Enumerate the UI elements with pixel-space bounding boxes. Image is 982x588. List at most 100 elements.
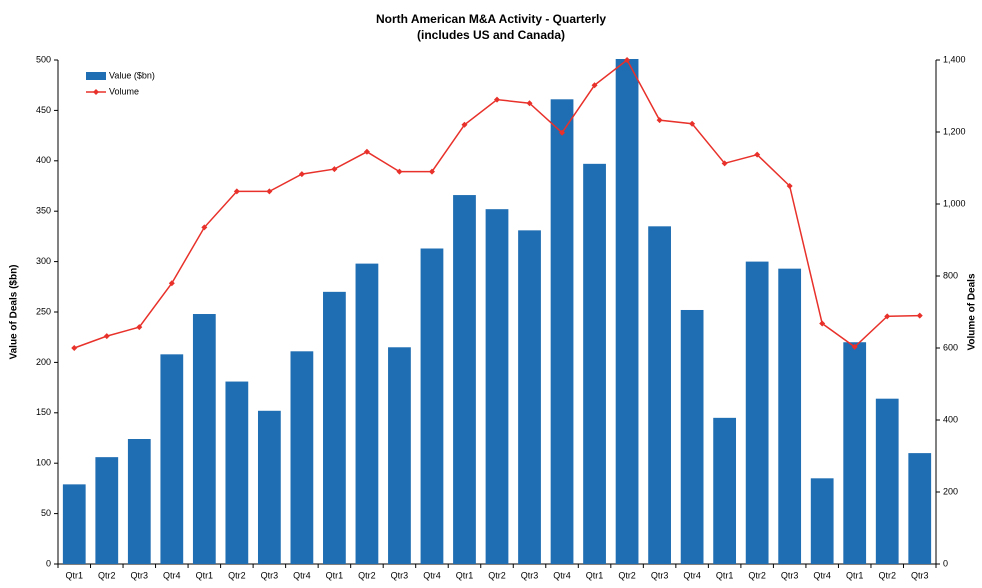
line-marker [526,100,533,107]
line-marker [916,312,923,319]
x-tick-label: Qtr3 [391,570,409,580]
line-marker [656,117,663,124]
bar [160,354,184,564]
bar [778,268,802,564]
line-marker [298,171,305,178]
line-marker [559,129,566,136]
y-tick-label: 350 [36,206,51,216]
bar [648,226,671,564]
bar [713,417,737,564]
line-marker [819,320,826,327]
x-tick-label: Qtr1 [196,570,214,580]
y-tick-label: 300 [36,256,51,266]
bar [583,163,606,564]
bar [518,230,541,565]
x-tick-label: Qtr4 [293,570,311,580]
line-marker [428,168,435,175]
bar [615,58,639,564]
y2-tick-label: 1,200 [943,126,966,136]
y-tick-label: 250 [36,306,51,316]
x-tick-label: Qtr3 [911,570,929,580]
line-marker [331,166,338,173]
x-tick-label: Qtr2 [618,570,636,580]
x-tick-label: Qtr3 [131,570,149,580]
line-marker [168,280,175,287]
bar [192,314,216,564]
legend-label: Volume [109,86,139,96]
line-marker [754,151,761,158]
bar [485,209,509,564]
x-tick-label: Qtr1 [66,570,84,580]
x-tick-label: Qtr2 [488,570,506,580]
y2-tick-label: 600 [943,342,958,352]
x-tick-label: Qtr2 [228,570,246,580]
y-tick-label: 150 [36,407,51,417]
bar [62,484,86,564]
x-tick-label: Qtr2 [878,570,896,580]
bar [680,309,704,564]
line-marker [71,345,78,351]
x-tick-label: Qtr3 [651,570,669,580]
legend-marker [93,89,99,95]
chart-title: North American M&A Activity - Quarterly [376,12,606,26]
x-tick-label: Qtr1 [846,570,864,580]
y2-axis-label: Volume of Deals [967,273,978,350]
bar [225,381,249,564]
y2-tick-label: 800 [943,270,958,280]
x-tick-label: Qtr4 [683,570,701,580]
bar [908,453,932,564]
line-marker [266,188,273,195]
x-tick-label: Qtr3 [261,570,279,580]
bar [745,261,769,564]
x-tick-label: Qtr4 [163,570,181,580]
line-marker [396,168,403,175]
line-marker [363,148,370,155]
x-tick-label: Qtr1 [716,570,734,580]
x-tick-label: Qtr3 [521,570,539,580]
line-marker [136,324,143,331]
x-tick-label: Qtr4 [423,570,441,580]
y-tick-label: 50 [41,508,51,518]
line-marker [103,333,110,340]
bar [453,195,476,564]
bar [323,291,346,564]
line-marker [721,160,728,167]
y-axis-label: Value of Deals ($bn) [9,264,20,359]
y2-tick-label: 1,000 [943,198,966,208]
y2-tick-label: 0 [943,558,948,568]
legend-swatch [86,72,106,80]
bar [355,263,379,564]
bar [550,99,574,564]
y-tick-label: 200 [36,357,51,367]
y2-tick-label: 1,400 [943,54,966,64]
bar [420,248,444,564]
bar [810,478,834,564]
line-marker [851,343,858,350]
y-tick-label: 500 [36,54,51,64]
line-marker [233,188,240,195]
bar [388,347,411,564]
line-marker [591,82,598,89]
x-tick-label: Qtr4 [813,570,831,580]
x-tick-label: Qtr1 [326,570,344,580]
line-marker [494,96,500,103]
y2-tick-label: 200 [943,486,958,496]
y2-tick-label: 400 [943,414,958,424]
chart-subtitle: (includes US and Canada) [417,28,565,42]
line-marker [689,120,696,127]
x-tick-label: Qtr1 [586,570,604,580]
x-tick-label: Qtr1 [456,570,474,580]
x-tick-label: Qtr2 [358,570,376,580]
y-tick-label: 450 [36,105,51,115]
bar [95,457,119,564]
x-tick-label: Qtr4 [553,570,571,580]
bar [127,439,151,564]
bar [843,342,867,564]
bar [290,351,314,564]
legend-label: Value ($bn) [109,70,155,80]
y-tick-label: 0 [46,558,51,568]
line-marker [461,121,468,128]
line-marker [884,313,891,320]
bar [257,410,281,564]
